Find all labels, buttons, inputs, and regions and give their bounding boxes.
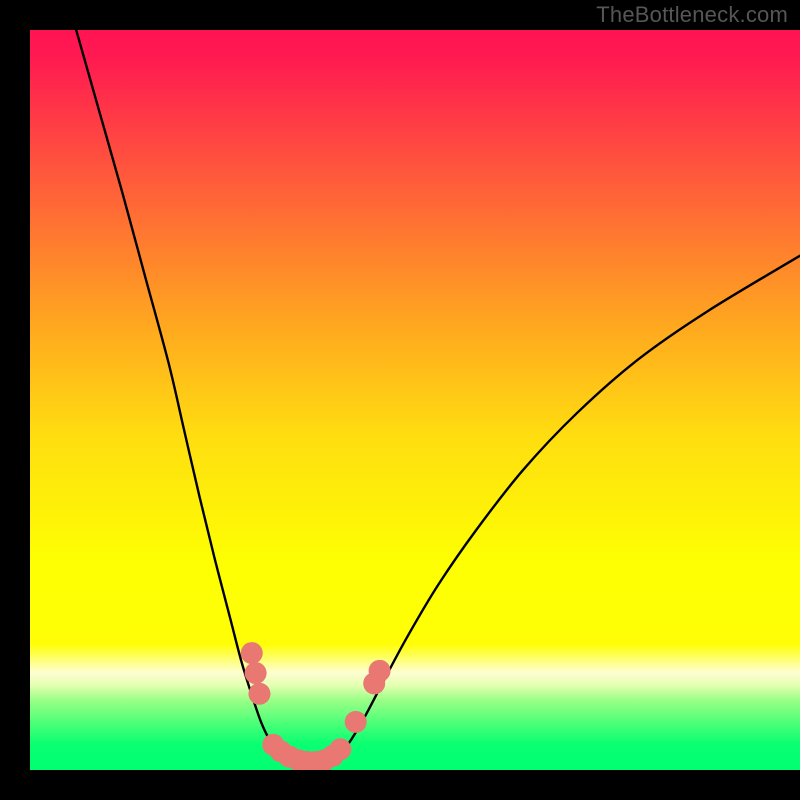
watermark-text: TheBottleneck.com <box>596 2 788 28</box>
marker-dot <box>245 662 267 684</box>
marker-dot <box>369 660 391 682</box>
marker-dot <box>329 738 351 760</box>
marker-dot <box>248 683 270 705</box>
chart-frame: TheBottleneck.com <box>0 0 800 800</box>
plot-area <box>30 30 800 770</box>
marker-dot <box>345 711 367 733</box>
chart-svg <box>30 30 800 770</box>
gradient-background <box>30 30 800 770</box>
marker-dot <box>241 642 263 664</box>
